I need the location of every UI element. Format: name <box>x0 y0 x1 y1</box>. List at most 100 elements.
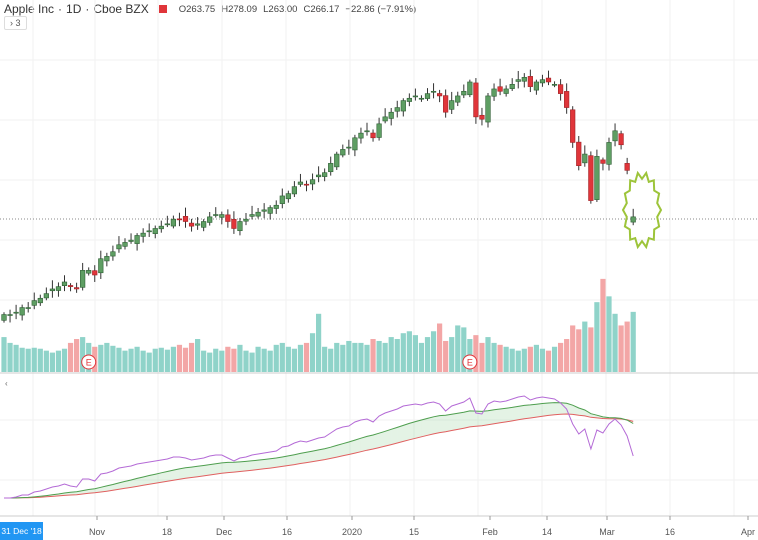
candle-up <box>455 95 461 103</box>
candle-up <box>86 270 92 274</box>
candle-up <box>249 214 255 217</box>
symbol-name[interactable]: Apple Inc <box>4 2 55 16</box>
cloud-fill <box>306 451 313 463</box>
cloud-fill <box>463 410 470 429</box>
cloud-fill <box>518 405 525 420</box>
candle-up <box>13 311 19 314</box>
candle-down <box>600 159 606 164</box>
volume-bar <box>594 302 600 372</box>
volume-bar <box>570 325 576 372</box>
x-tick-label: Feb <box>482 527 498 537</box>
volume-bar <box>13 344 19 372</box>
callout-star-shape[interactable] <box>621 170 663 250</box>
candle-up <box>207 216 213 223</box>
candle-down <box>370 132 376 139</box>
cloud-fill <box>415 419 422 439</box>
volume-bar <box>582 321 588 372</box>
candle-up <box>37 297 43 304</box>
ohlc-close: C266.17 <box>303 3 340 15</box>
cloud-fill <box>252 460 259 471</box>
cloud-fill <box>203 464 210 476</box>
candle-up <box>43 293 49 299</box>
cloud-fill <box>197 465 204 477</box>
candle-up <box>412 95 419 98</box>
cloud-fill <box>427 416 434 436</box>
volume-bar <box>128 348 134 372</box>
flag-icon[interactable] <box>158 5 167 13</box>
volume-bar <box>61 348 68 372</box>
candle-up <box>485 95 491 123</box>
cloud-fill <box>300 452 307 464</box>
cursor-date-label: 31 Dec '18 <box>1 526 42 536</box>
cloud-fill <box>239 461 246 472</box>
candle-down <box>436 93 443 97</box>
cursor-date-box <box>0 522 43 540</box>
collapse-indicators-button[interactable]: › 3 <box>4 16 27 30</box>
x-tick-label: 16 <box>665 527 675 537</box>
volume-bar <box>43 350 49 372</box>
volume-bar <box>225 346 231 372</box>
candle-up <box>104 256 110 262</box>
cloud-fill <box>548 402 555 416</box>
cloud-fill <box>590 413 597 418</box>
candle-up <box>340 149 346 156</box>
cloud-fill <box>391 427 398 445</box>
candle-up <box>334 153 340 168</box>
cloud-fill <box>506 407 513 422</box>
volume-bar <box>406 331 412 372</box>
x-tick-label: 2020 <box>342 527 362 537</box>
ohlc-change: −22.86 (−7.91%) <box>345 3 417 15</box>
interval[interactable]: 1D <box>66 2 82 16</box>
cloud-fill <box>554 402 561 415</box>
candle-down <box>92 270 98 276</box>
x-tick-label: Dec <box>216 527 233 537</box>
candle-up <box>582 153 588 164</box>
candle-down <box>473 82 479 118</box>
candle-up <box>376 123 382 138</box>
volume-bar <box>322 346 328 372</box>
volume-bar <box>521 348 527 372</box>
volume-bar <box>158 347 164 372</box>
volume-bar <box>140 350 146 372</box>
cloud-fill <box>137 476 144 487</box>
candle-up <box>7 314 13 316</box>
candle-down <box>588 155 594 201</box>
volume-bar <box>533 344 539 372</box>
candle-up <box>122 242 128 247</box>
volume-bar <box>412 335 418 372</box>
candle-up <box>170 218 177 227</box>
volume-bar <box>485 337 491 372</box>
slow-average-line <box>4 413 634 499</box>
cloud-fill <box>276 456 283 468</box>
volume-bar <box>352 342 358 372</box>
candle-down <box>570 109 576 143</box>
cloud-fill <box>481 410 488 426</box>
volume-bar <box>564 339 570 372</box>
volume-bar <box>358 342 364 372</box>
cloud-fill <box>288 454 295 466</box>
volume-bar <box>31 347 37 372</box>
indicator-pane <box>4 395 634 499</box>
candle-up <box>521 77 527 82</box>
volume-bar <box>497 344 503 372</box>
candle-up <box>267 207 273 214</box>
indicator-collapse-icon[interactable]: ‹ <box>5 379 8 388</box>
candle-up <box>285 193 291 200</box>
volume-bar <box>134 346 140 372</box>
candle-up <box>213 214 219 216</box>
cloud-fill <box>318 448 325 461</box>
volume-bar <box>104 342 110 372</box>
cloud-fill <box>149 474 156 485</box>
x-tick-label: Nov <box>89 527 106 537</box>
candle-up <box>25 307 31 309</box>
cloud-fill <box>179 467 186 480</box>
volume-bar <box>170 346 176 372</box>
volume-bar <box>600 278 606 372</box>
candle-up <box>158 225 164 230</box>
cloud-fill <box>88 488 95 494</box>
candle-down <box>557 84 564 94</box>
candle-up <box>291 186 298 195</box>
volume-bar <box>503 346 509 372</box>
